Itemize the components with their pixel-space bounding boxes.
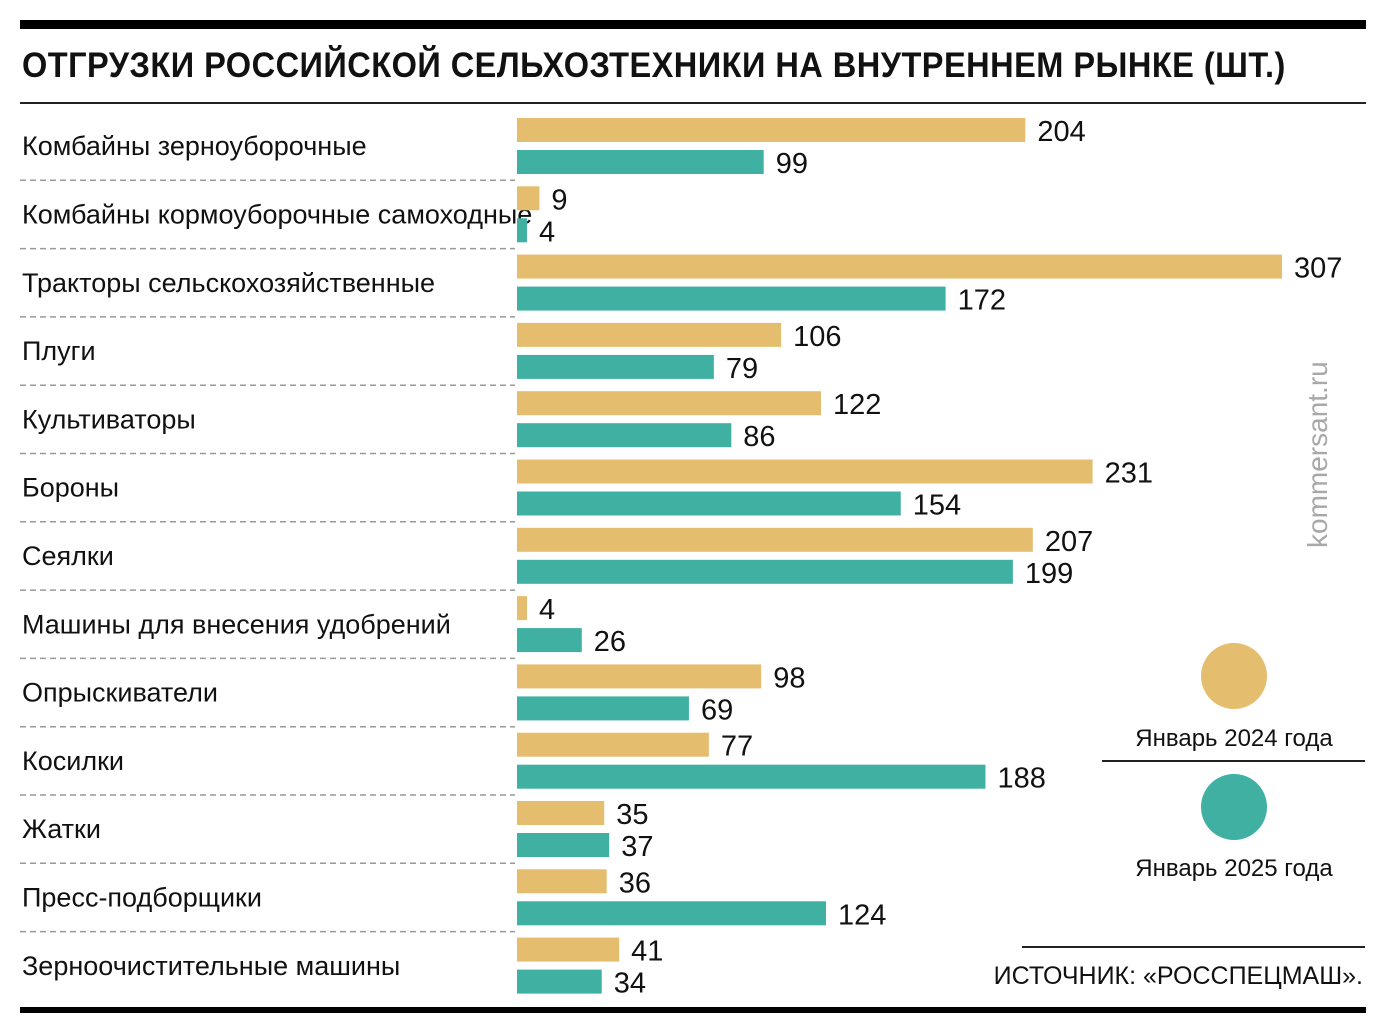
value-label: 41 [631, 936, 663, 968]
bar-2025 [517, 833, 610, 857]
bar-2025 [517, 423, 732, 448]
category-label: Машины для внесения удобрений [22, 609, 451, 639]
category-label: Тракторы сельскохозяйственные [22, 268, 435, 298]
bar-2024 [517, 732, 709, 757]
value-label: 154 [913, 490, 961, 522]
value-label: 79 [726, 353, 758, 385]
value-label: 99 [776, 148, 808, 180]
source-rule [1022, 946, 1365, 948]
title-rule [20, 102, 1366, 104]
value-label: 69 [701, 694, 733, 726]
bar-2024 [517, 527, 1033, 552]
bottom-rule [20, 1007, 1366, 1013]
bar-2025 [517, 491, 901, 516]
value-label: 4 [539, 594, 555, 626]
bar-2025 [517, 286, 946, 311]
bar-2024 [517, 254, 1282, 279]
legend-swatch-2024 [1201, 643, 1267, 709]
value-label: 124 [838, 899, 886, 931]
category-label: Зерноочистительные машины [22, 951, 400, 981]
watermark: kommersant.ru [1302, 361, 1333, 548]
category-label: Бороны [22, 473, 119, 503]
bar-2025 [517, 354, 714, 379]
value-label: 4 [539, 216, 555, 248]
value-label: 188 [997, 763, 1045, 795]
value-label: 204 [1037, 116, 1085, 148]
value-label: 77 [721, 731, 753, 763]
bar-2024 [517, 869, 607, 894]
source-note: ИСТОЧНИК: «РОССПЕЦМАШ». [993, 962, 1363, 990]
legend-label-2024: Январь 2024 года [1135, 725, 1333, 752]
bar-2025 [517, 764, 986, 789]
category-label: Комбайны зерноуборочные [22, 131, 367, 161]
bar-2025 [517, 150, 764, 174]
bar-2025 [517, 901, 826, 926]
value-label: 207 [1045, 526, 1093, 558]
bar-2024 [517, 937, 620, 962]
chart-title: ОТГРУЗКИ РОССИЙСКОЙ СЕЛЬХОЗТЕХНИКИ НА ВН… [22, 46, 1286, 85]
bar-2025 [517, 559, 1013, 584]
legend-separator [1102, 760, 1365, 762]
category-label: Опрыскиватели [22, 678, 218, 708]
category-label: Пресс-подборщики [22, 882, 262, 912]
bar-2024 [517, 322, 782, 347]
category-label: Плуги [22, 336, 96, 366]
bar-2025 [517, 969, 602, 994]
value-label: 35 [616, 799, 648, 831]
category-label: Комбайны кормоуборочные самоходные [22, 199, 532, 229]
bar-2024 [517, 459, 1093, 484]
bar-2024 [517, 801, 605, 825]
bar-2024 [517, 186, 540, 211]
bar-2024 [517, 391, 822, 416]
value-label: 307 [1294, 253, 1342, 285]
category-label: Косилки [22, 746, 124, 776]
value-label: 231 [1105, 458, 1153, 490]
value-label: 37 [621, 831, 653, 863]
value-label: 199 [1025, 558, 1073, 590]
value-label: 34 [614, 968, 646, 1000]
value-label: 122 [833, 389, 881, 421]
value-label: 26 [594, 626, 626, 658]
legend-label-2025: Январь 2025 года [1135, 855, 1333, 882]
top-rule [20, 20, 1366, 29]
value-label: 106 [793, 321, 841, 353]
value-label: 86 [743, 421, 775, 453]
legend-swatch-2025 [1201, 774, 1267, 840]
bar-2025 [517, 218, 527, 243]
category-label: Сеялки [22, 541, 114, 571]
bar-2025 [517, 696, 689, 721]
bar-2024 [517, 118, 1026, 142]
value-label: 172 [958, 285, 1006, 317]
value-label: 98 [773, 662, 805, 694]
value-label: 9 [551, 184, 567, 216]
bar-2025 [517, 628, 582, 653]
category-label: Жатки [22, 814, 101, 844]
value-label: 36 [619, 867, 651, 899]
category-label: Культиваторы [22, 404, 196, 434]
bar-2024 [517, 596, 527, 621]
bar-2024 [517, 664, 762, 689]
